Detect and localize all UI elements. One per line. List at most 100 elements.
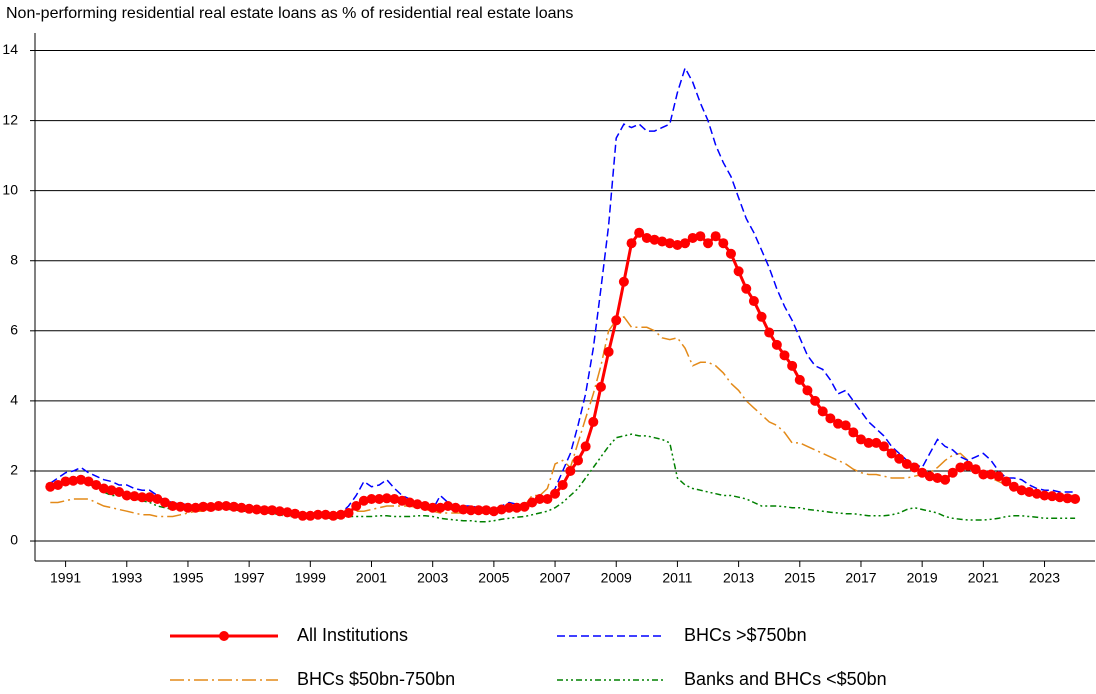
data-point [1031, 488, 1042, 499]
x-tick-label: 2001 [356, 570, 387, 586]
data-point [473, 505, 484, 516]
data-point [603, 346, 614, 357]
legend-label: All Institutions [297, 625, 408, 645]
data-point [152, 493, 163, 504]
data-point [182, 502, 193, 513]
x-tick-label: 1995 [172, 570, 203, 586]
data-point [167, 500, 178, 511]
data-point [1008, 481, 1019, 492]
data-point [848, 427, 859, 438]
data-point [290, 508, 301, 519]
data-point [924, 471, 935, 482]
data-point [160, 497, 171, 508]
data-point [833, 418, 844, 429]
data-point [649, 234, 660, 245]
data-point [718, 238, 729, 249]
x-tick-label: 2015 [784, 570, 815, 586]
data-point [68, 475, 79, 486]
data-point [725, 248, 736, 259]
data-point [909, 462, 920, 473]
data-point [680, 238, 691, 249]
data-point [901, 458, 912, 469]
data-point [351, 500, 362, 511]
data-point [121, 490, 132, 501]
data-point [1054, 492, 1065, 503]
chart-title: Non-performing residential real estate l… [6, 5, 573, 22]
data-point [534, 493, 545, 504]
data-point [52, 479, 63, 490]
data-point [871, 437, 882, 448]
data-point [672, 239, 683, 250]
data-point [748, 296, 759, 307]
data-point [305, 510, 316, 521]
data-point [228, 501, 239, 512]
data-point [917, 467, 928, 478]
data-point [458, 504, 469, 515]
data-point [205, 502, 216, 513]
data-point [91, 479, 102, 490]
data-point [595, 381, 606, 392]
x-tick-label: 1991 [50, 570, 81, 586]
data-point [137, 492, 148, 503]
y-tick-label: 14 [2, 41, 18, 57]
data-point [190, 502, 201, 513]
data-point [397, 495, 408, 506]
data-point [1062, 493, 1073, 504]
data-point [710, 231, 721, 242]
data-point [420, 500, 431, 511]
data-point [75, 474, 86, 485]
data-point [1016, 485, 1027, 496]
data-point [557, 479, 568, 490]
y-tick-label: 8 [10, 251, 18, 267]
data-point [358, 495, 369, 506]
data-point [366, 493, 377, 504]
data-point [741, 283, 752, 294]
data-point [955, 462, 966, 473]
data-point [802, 385, 813, 396]
data-point [1039, 490, 1050, 501]
data-point [114, 486, 125, 497]
data-point [144, 492, 155, 503]
data-point [580, 441, 591, 452]
data-point [573, 455, 584, 466]
data-point [198, 501, 209, 512]
x-tick-label: 2013 [723, 570, 754, 586]
series-line [49, 66, 1076, 518]
data-point [504, 502, 515, 513]
x-tick-label: 2005 [478, 570, 509, 586]
data-point [878, 441, 889, 452]
data-point [259, 505, 270, 516]
data-point [60, 476, 71, 487]
data-point [947, 467, 958, 478]
data-point [550, 488, 561, 499]
data-point [634, 227, 645, 238]
data-point [496, 504, 507, 515]
y-tick-label: 6 [10, 322, 18, 338]
x-tick-label: 1999 [295, 570, 326, 586]
data-point [978, 469, 989, 480]
data-point [488, 506, 499, 517]
data-point [863, 437, 874, 448]
data-point [312, 509, 323, 520]
data-point [374, 493, 385, 504]
data-point [1070, 493, 1081, 504]
legend-label: BHCs $50bn-750bn [297, 669, 455, 689]
data-point [527, 497, 538, 508]
data-point [779, 350, 790, 361]
data-point [963, 460, 974, 471]
data-point [328, 510, 339, 521]
data-point [274, 506, 285, 517]
data-point [465, 505, 476, 516]
x-tick-label: 1993 [111, 570, 142, 586]
data-point [282, 507, 293, 518]
data-point [129, 491, 140, 502]
data-point [236, 502, 247, 513]
data-point [794, 374, 805, 385]
data-point [267, 505, 278, 516]
data-point [251, 504, 262, 515]
data-point [320, 509, 331, 520]
data-point [542, 493, 553, 504]
data-point [588, 416, 599, 427]
x-tick-label: 2021 [968, 570, 999, 586]
